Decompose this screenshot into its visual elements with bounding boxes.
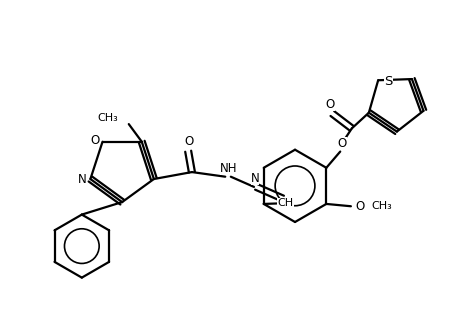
Text: CH₃: CH₃ — [98, 113, 119, 123]
Text: CH: CH — [277, 198, 294, 208]
Text: O: O — [337, 137, 347, 150]
Text: O: O — [326, 98, 335, 111]
Text: O: O — [184, 135, 194, 148]
Text: CH₃: CH₃ — [372, 201, 392, 211]
Text: S: S — [384, 75, 392, 88]
Text: O: O — [355, 200, 365, 213]
Text: NH: NH — [220, 162, 237, 175]
Text: O: O — [90, 134, 99, 147]
Text: N: N — [251, 172, 259, 185]
Text: N: N — [78, 174, 87, 186]
